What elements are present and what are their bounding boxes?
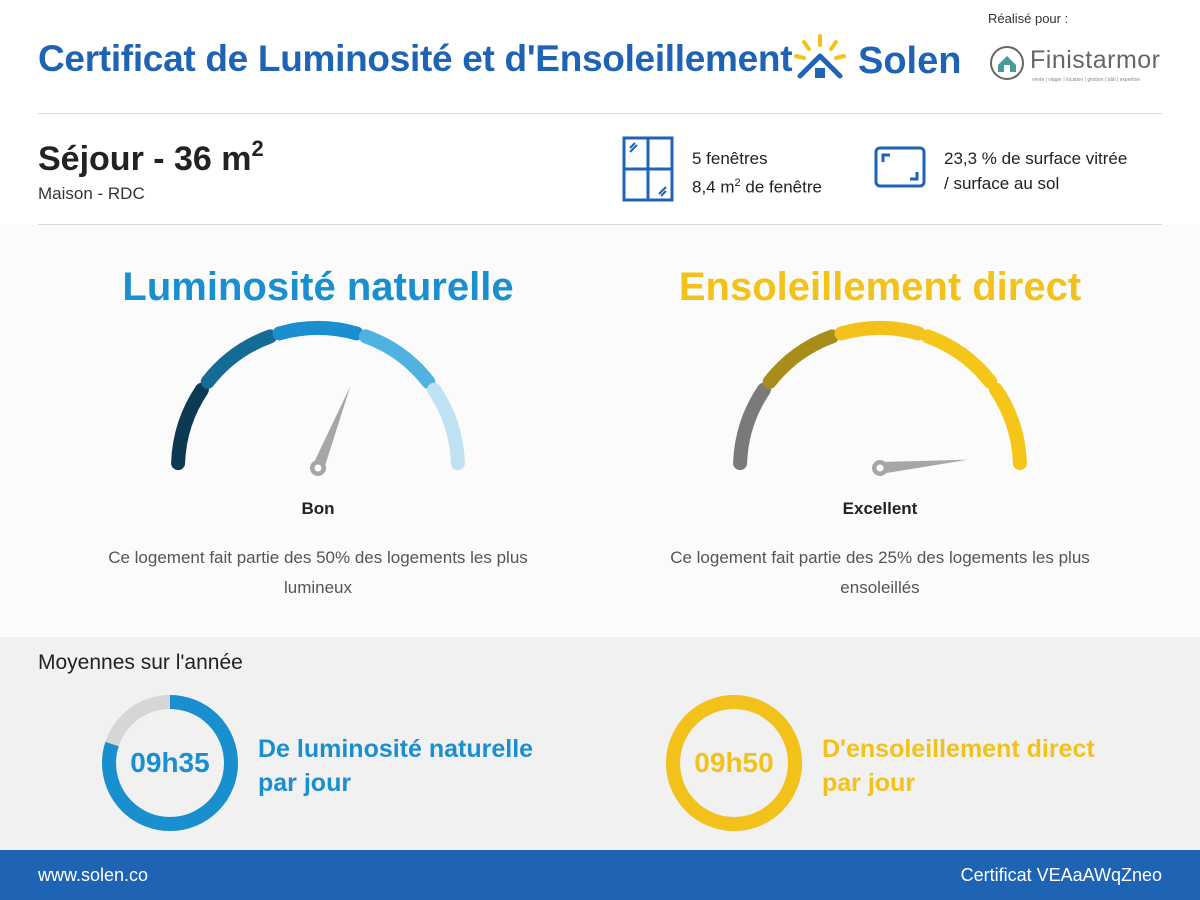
sunshine-gauge: [733, 321, 1027, 476]
sunshine-ring: [666, 695, 802, 831]
luminosity-average-label-line2: par jour: [258, 769, 352, 797]
averages-title: Moyennes sur l'année: [38, 651, 243, 674]
sunshine-description: Ce logement fait partie des 25% des loge…: [670, 548, 1090, 597]
sunshine-gauge-segment: [733, 382, 771, 471]
made-for-label: Réalisé pour :: [988, 11, 1069, 26]
luminosity-gauge-title: Luminosité naturelle: [122, 265, 514, 309]
window-area-prefix: 8,4 m: [692, 177, 735, 197]
header: Certificat de Luminosité et d'Ensoleille…: [0, 0, 1200, 114]
sunshine-gauge-needle-hub-center: [876, 464, 884, 472]
glazed-surface-info: 23,3 % de surface vitrée / surface au so…: [944, 146, 1127, 196]
solen-logo: Solen: [790, 32, 970, 88]
certificate-id: Certificat VEAaAWqZneo: [960, 865, 1162, 885]
partner-name: Finistarmor: [1030, 46, 1161, 74]
sunshine-gauge-segment: [920, 329, 998, 389]
room-title-exponent: 2: [251, 136, 264, 161]
luminosity-average-value: 09h35: [130, 747, 210, 778]
luminosity-gauge-needle: [312, 386, 351, 471]
sunshine-gauge-title: Ensoleillement direct: [678, 265, 1082, 309]
room-subtitle: Maison - RDC: [38, 184, 145, 203]
window-info: 5 fenêtres 8,4 m2 de fenêtre: [692, 146, 822, 200]
sunshine-average-label: D'ensoleillement direct par jour: [822, 732, 1095, 800]
sunshine-gauge-segment: [989, 382, 1027, 471]
luminosity-gauge-segment: [358, 329, 436, 389]
window-area-exponent: 2: [734, 177, 741, 189]
partner-house-icon: [990, 46, 1024, 80]
room-title: Séjour - 36 m2: [38, 136, 264, 179]
sunshine-gauge-segment: [834, 321, 926, 341]
gauges-section: Luminosité naturelle Bon Ce logement fai…: [0, 225, 1200, 637]
floor-surface-icon: [874, 146, 926, 188]
luminosity-ring: [102, 695, 238, 831]
averages-section: Moyennes sur l'année 09h35 De luminosité…: [0, 637, 1200, 850]
sunshine-average-value: 09h50: [694, 747, 774, 778]
solen-brand-text: Solen: [858, 40, 962, 82]
footer: www.solen.co Certificat VEAaAWqZneo: [0, 850, 1200, 900]
glazed-ratio-line2: / surface au sol: [944, 174, 1060, 193]
window-icon: [622, 136, 674, 202]
luminosity-ring-progress: [102, 695, 238, 831]
sunshine-gauge-needle: [879, 459, 968, 474]
partner-tagline: vente | viager | location | gestion | bâ…: [1032, 77, 1140, 83]
room-divider: [38, 224, 1162, 225]
windows-count: 5 fenêtres: [692, 149, 768, 168]
header-divider: [38, 113, 1162, 114]
luminosity-rating: Bon: [301, 499, 335, 518]
luminosity-gauge-segment: [272, 321, 364, 341]
website-link[interactable]: www.solen.co: [38, 865, 149, 885]
luminosity-average-label: De luminosité naturelle par jour: [258, 732, 533, 800]
sunshine-average-label-line2: par jour: [822, 769, 916, 797]
luminosity-gauge-segment: [427, 382, 465, 471]
sunshine-ring-progress: [666, 695, 802, 831]
sunshine-gauge-segment: [762, 329, 840, 389]
window-area: 8,4 m2 de fenêtre: [692, 171, 822, 200]
luminosity-description: Ce logement fait partie des 50% des loge…: [108, 548, 528, 597]
luminosity-gauge-segment: [171, 382, 209, 471]
page-title: Certificat de Luminosité et d'Ensoleille…: [38, 38, 793, 79]
glazed-ratio-line1: 23,3 % de surface vitrée: [944, 149, 1128, 168]
luminosity-average-label-line1: De luminosité naturelle: [258, 735, 534, 763]
sunshine-average-label-line1: D'ensoleillement direct: [822, 735, 1095, 763]
solen-house-icon: [794, 34, 846, 79]
luminosity-gauge: [171, 321, 465, 476]
sunshine-rating: Excellent: [842, 499, 918, 518]
room-title-text: Séjour - 36 m: [38, 140, 252, 178]
luminosity-gauge-needle-hub-center: [314, 464, 322, 472]
partner-logo: Finistarmor vente | viager | location | …: [988, 44, 1163, 90]
luminosity-gauge-segment: [200, 329, 278, 389]
window-area-suffix: de fenêtre: [740, 177, 822, 197]
